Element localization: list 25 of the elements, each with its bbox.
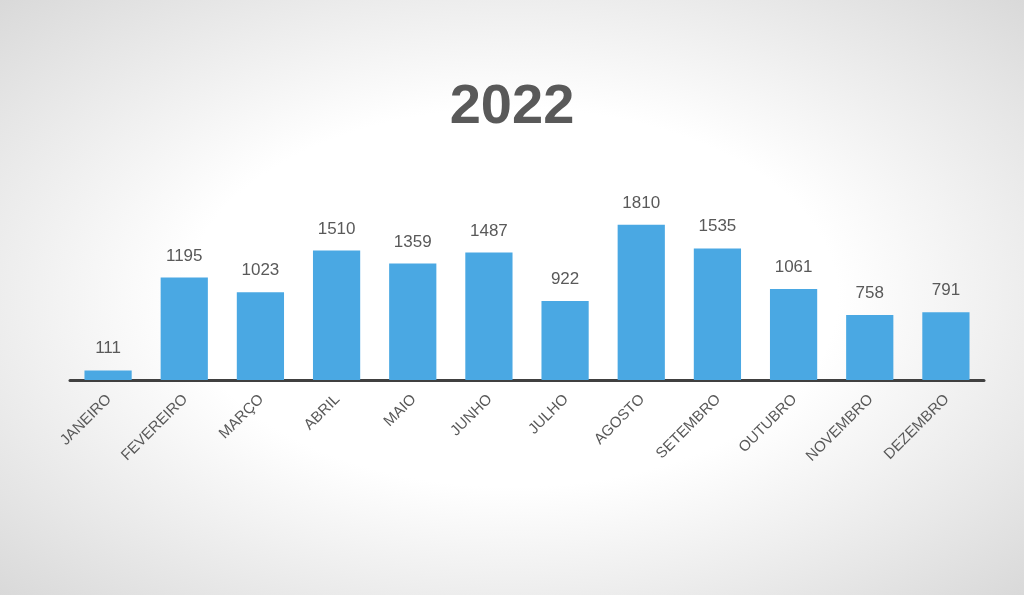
bar: [617, 224, 665, 380]
data-label: 1195: [165, 245, 203, 265]
chart-title: 2022: [449, 71, 575, 135]
bar: [846, 315, 894, 380]
data-label: 1359: [393, 231, 432, 251]
bar: [922, 312, 970, 380]
bar: [693, 248, 742, 380]
data-label: 922: [550, 268, 580, 288]
bar: [389, 263, 437, 380]
bar: [236, 292, 285, 380]
data-label: 1510: [317, 218, 356, 238]
bar: [84, 370, 132, 380]
data-label: 1061: [774, 257, 813, 277]
data-label: 111: [95, 338, 122, 358]
bar: [465, 252, 513, 380]
data-label: 1023: [241, 260, 280, 280]
data-label: 1535: [698, 216, 737, 236]
bar: [312, 250, 361, 380]
bar: [769, 289, 818, 380]
bar: [541, 300, 589, 380]
data-label: 758: [855, 283, 884, 303]
bar: [160, 277, 208, 380]
data-label: 791: [931, 280, 961, 300]
data-label: 1487: [470, 220, 508, 240]
data-label: 1810: [622, 192, 661, 212]
